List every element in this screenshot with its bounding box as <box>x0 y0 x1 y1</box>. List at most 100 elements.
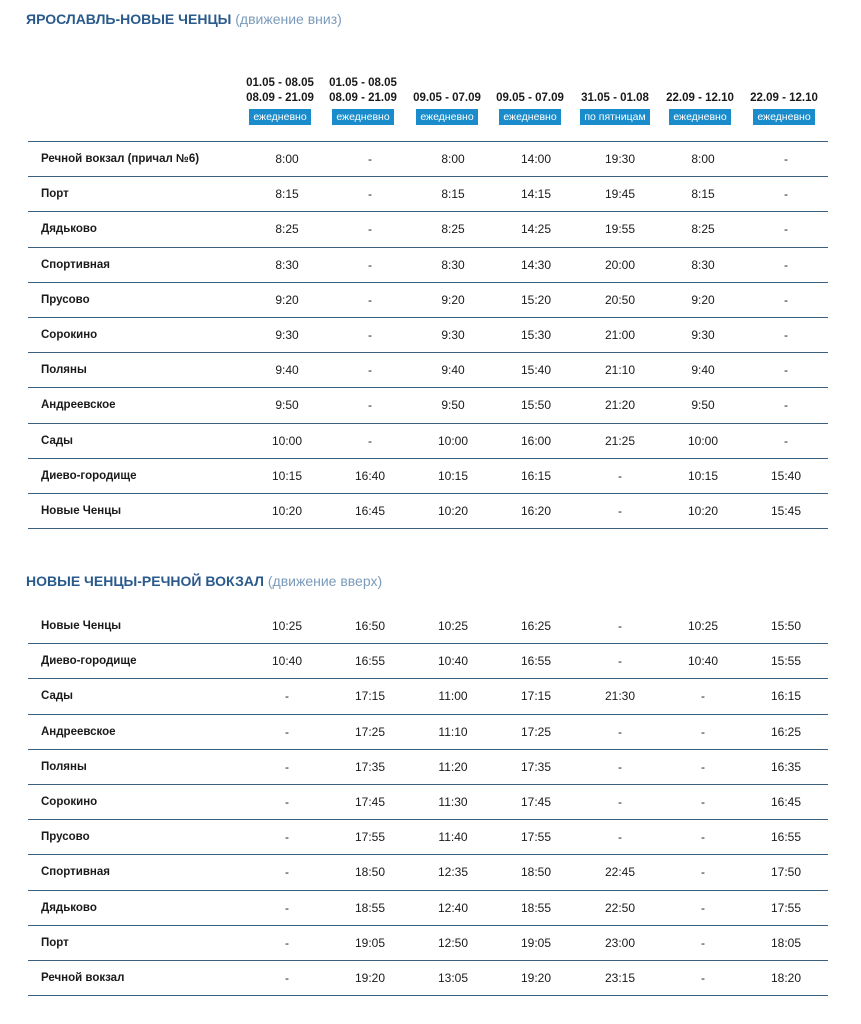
date-range-line: 08.09 - 21.09 <box>246 92 314 104</box>
table-row: Спортивная 8:30 - 8:30 14:30 20:00 8:30 - <box>28 248 828 283</box>
departure-time: - <box>784 222 788 237</box>
departure-time: - <box>368 152 372 166</box>
departure-time: 8:25 <box>691 222 715 237</box>
table-row: Прусово - 17:55 11:40 17:55 - - 16:55 <box>28 820 828 856</box>
departure-time: - <box>701 724 705 739</box>
stop-name: Порт <box>41 936 69 949</box>
departure-time: 16:00 <box>520 433 552 448</box>
departure-time: 18:50 <box>354 865 386 880</box>
departure-time: 9:30 <box>441 327 465 342</box>
departure-time: 16:25 <box>770 724 802 739</box>
departure-time: 22:45 <box>604 865 636 880</box>
table-row: Сады 10:00 - 10:00 16:00 21:25 10:00 - <box>28 424 828 459</box>
departure-time: 9:30 <box>691 327 715 342</box>
schedule-table-down: Речной вокзал (причал №6) 8:00 - 8:00 14:00 1… <box>28 141 828 530</box>
departure-time: - <box>784 187 788 202</box>
departure-time: - <box>618 468 622 483</box>
departure-time: 14:15 <box>520 187 552 202</box>
departure-time: 9:50 <box>441 398 465 413</box>
column-date-range: 09.05 - 07.09 <box>407 76 487 106</box>
stop-name: Сады <box>41 690 73 703</box>
table-row: Речной вокзал (причал №6) 8:00 - 8:00 14:00 1… <box>28 142 828 178</box>
departure-time: 8:30 <box>275 257 299 272</box>
departure-time: 15:50 <box>520 398 552 413</box>
departure-time: 11:10 <box>438 724 468 739</box>
departure-time: 10:15 <box>437 468 469 483</box>
table-row: Диево-городище 10:40 16:55 10:40 16:55 - 10:40… <box>28 644 828 680</box>
departure-time: 10:20 <box>687 503 719 518</box>
departure-time: - <box>368 292 372 307</box>
frequency-badge: ежедневно <box>332 109 394 125</box>
departure-time: - <box>285 689 289 704</box>
departure-time: 9:40 <box>275 363 299 378</box>
stop-name: Речной вокзал <box>41 971 125 984</box>
departure-time: 23:15 <box>604 970 636 985</box>
table-row: Андреевское 9:50 - 9:50 15:50 21:20 9:50 - <box>28 388 828 424</box>
departure-time: 15:45 <box>770 503 802 518</box>
departure-time: 15:40 <box>770 468 802 483</box>
departure-time: - <box>368 187 372 202</box>
departure-time: - <box>701 970 705 985</box>
departure-time: 9:50 <box>275 398 299 413</box>
section-title-down: ЯРОСЛАВЛЬ-НОВЫЕ ЧЕНЦЫ (движение вниз) <box>26 11 342 27</box>
departure-time: - <box>285 970 289 985</box>
departure-time: 10:25 <box>687 619 719 633</box>
date-range-line: 22.09 - 12.10 <box>750 92 818 104</box>
section-subtitle-up: (движение вверх) <box>267 573 383 589</box>
stop-name: Речной вокзал (причал №6) <box>41 153 200 165</box>
departure-time: - <box>285 865 289 880</box>
departure-time: 18:50 <box>520 865 552 880</box>
departure-time: - <box>618 654 622 669</box>
stop-name: Дядьково <box>41 901 97 914</box>
column-date-range: 31.05 - 01.08 <box>575 76 655 106</box>
departure-time: 19:20 <box>354 970 386 985</box>
date-range-line: 01.05 - 08.05 <box>329 77 397 89</box>
departure-time: 21:30 <box>604 689 636 704</box>
departure-time: - <box>285 759 289 774</box>
departure-time: - <box>285 900 289 915</box>
column-date-range: 22.09 - 12.10 <box>744 76 824 106</box>
departure-time: 16:45 <box>354 503 386 518</box>
departure-time: 16:35 <box>770 759 802 774</box>
departure-time: 8:25 <box>441 222 465 237</box>
departure-time: - <box>368 257 372 272</box>
date-range-line: 31.05 - 01.08 <box>581 92 649 104</box>
departure-time: 16:55 <box>520 654 552 669</box>
departure-time: 17:35 <box>354 759 386 774</box>
date-range-line: 09.05 - 07.09 <box>496 92 564 104</box>
departure-time: - <box>285 935 289 950</box>
column-header: 09.05 - 07.09 ежедневно <box>490 76 570 125</box>
departure-time: 16:45 <box>770 794 802 809</box>
stop-name: Поляны <box>41 364 87 377</box>
table-row: Поляны 9:40 - 9:40 15:40 21:10 9:40 - <box>28 353 828 389</box>
stop-name: Диево-городище <box>41 469 137 482</box>
departure-time: 9:20 <box>275 292 299 307</box>
departure-time: 17:15 <box>520 689 552 704</box>
departure-time: - <box>784 327 788 342</box>
departure-time: 10:25 <box>271 619 303 633</box>
departure-time: 19:55 <box>604 222 636 237</box>
stop-name: Поляны <box>41 760 87 773</box>
departure-time: 10:00 <box>687 433 719 448</box>
departure-time: - <box>784 363 788 378</box>
departure-time: - <box>285 794 289 809</box>
column-date-range: 22.09 - 12.10 <box>660 76 740 106</box>
column-date-range: 09.05 - 07.09 <box>490 76 570 106</box>
departure-time: 21:00 <box>604 327 636 342</box>
departure-time: 9:20 <box>441 292 465 307</box>
departure-time: - <box>701 689 705 704</box>
departure-time: - <box>368 363 372 378</box>
section-subtitle-down: (движение вниз) <box>235 11 342 27</box>
frequency-badge: по пятницам <box>580 109 650 125</box>
section-title-up: НОВЫЕ ЧЕНЦЫ-РЕЧНОЙ ВОКЗАЛ (движение ввер… <box>26 573 382 589</box>
section-title-down-text: ЯРОСЛАВЛЬ-НОВЫЕ ЧЕНЦЫ <box>26 11 232 27</box>
departure-time: - <box>784 257 788 272</box>
departure-time: 11:00 <box>438 689 468 704</box>
departure-time: 8:00 <box>441 152 465 166</box>
departure-time: - <box>784 292 788 307</box>
departure-time: 10:40 <box>437 654 469 669</box>
departure-time: 17:55 <box>770 900 802 915</box>
departure-time: 21:20 <box>604 398 636 413</box>
departure-time: - <box>368 398 372 413</box>
departure-time: - <box>618 503 622 518</box>
